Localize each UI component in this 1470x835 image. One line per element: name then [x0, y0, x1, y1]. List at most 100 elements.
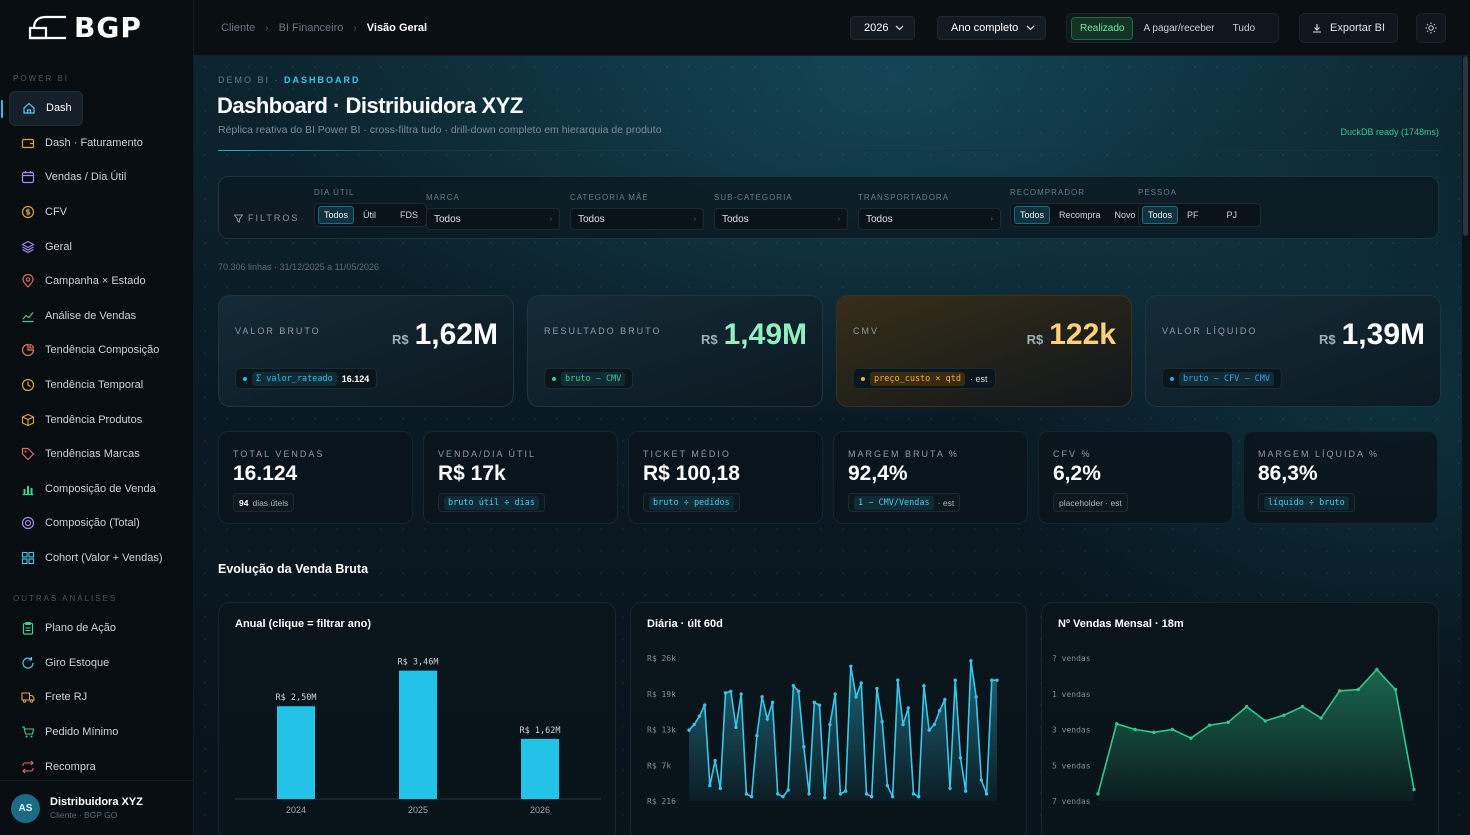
chip-todos[interactable]: Todos: [318, 206, 355, 224]
bar[interactable]: [399, 670, 437, 799]
chart-title: Nº Vendas Mensal · 18m: [1058, 618, 1184, 630]
sidebar-item-tend-ncia-produtos[interactable]: Tendência Produtos: [9, 402, 184, 437]
stat-label: CFV %: [1053, 449, 1092, 459]
sidebar-item-tend-ncias-marcas[interactable]: Tendências Marcas: [9, 437, 184, 472]
kpi-number: 122k: [1049, 318, 1116, 351]
chip-todos[interactable]: Todos: [1142, 206, 1179, 224]
bar[interactable]: [521, 738, 559, 799]
filter-categoria-select[interactable]: Todos ›: [570, 208, 704, 230]
data-point: [1356, 687, 1360, 692]
filter-subcategoria-select[interactable]: Todos ›: [714, 208, 848, 230]
year-select[interactable]: 2026: [850, 16, 915, 40]
breadcrumb-item[interactable]: BI Financeiro: [278, 22, 344, 34]
data-point: [781, 794, 785, 799]
sidebar-item-composi-o-total[interactable]: Composição (Total): [9, 506, 184, 541]
filter-dia-util: DIA ÚTIL Todos Útil FDS: [314, 188, 428, 227]
y-tick-label: R$ 19k: [647, 690, 676, 699]
data-point: [922, 684, 926, 688]
sidebar: BGP POWER BI Dash Dash · Faturamento Venda…: [0, 0, 194, 835]
user-profile[interactable]: AS Distribuidora XYZ Cliente · BGP GO: [0, 780, 194, 835]
sidebar-item-geral[interactable]: Geral: [9, 229, 184, 264]
sidebar-item-vendas-dia-til[interactable]: Vendas / Dia Útil: [9, 160, 184, 195]
data-point: [1207, 723, 1212, 727]
sidebar-item-frete-rj[interactable]: Frete RJ: [9, 680, 184, 715]
sidebar-item-an-lise-de-vendas[interactable]: Análise de Vendas: [9, 299, 184, 334]
chart-title: Diária · últ 60d: [647, 618, 723, 630]
segment-tudo[interactable]: Tudo: [1232, 22, 1256, 34]
kpi-card: VALOR LÍQUIDO R$ 1,39M bruto − CFV − CMV: [1145, 295, 1441, 407]
stat-label: TOTAL VENDAS: [233, 449, 325, 459]
theme-toggle-button[interactable]: [1416, 13, 1446, 43]
stat-footer: bruto útil ÷ dias: [438, 493, 545, 512]
data-point: [1245, 704, 1249, 709]
data-point: [749, 794, 754, 799]
sidebar-item-plano-de-a-o[interactable]: Plano de Ação: [9, 611, 184, 646]
data-point: [927, 728, 931, 732]
sidebar-item-composi-o-de-venda[interactable]: Composição de Venda: [9, 472, 184, 507]
chart-mensal: ? vendas 1 vendas 3 vendas 5 vendas 7 vendas: [1052, 654, 1416, 806]
segment-realizado[interactable]: Realizado: [1071, 16, 1134, 40]
filter-categoria-value: Todos: [578, 213, 605, 225]
chart-card-anual[interactable]: R$ 2,50M 2024 R$ 3,46M 2025 R$ 1,62M 2026 Anu…: [218, 602, 616, 835]
layers-icon: [21, 240, 35, 253]
sidebar-item-recompra[interactable]: Recompra: [9, 749, 184, 784]
filter-transportadora-select[interactable]: Todos ›: [858, 208, 1001, 230]
period-select[interactable]: Ano completo: [937, 16, 1046, 40]
sidebar-item-label: Frete RJ: [45, 691, 88, 704]
kpi-label: VALOR BRUTO: [235, 326, 321, 336]
data-point: [875, 686, 879, 691]
main-content: DEMO BI · DASHBOARD Dashboard · Distribu…: [194, 56, 1462, 835]
stat-formula-code: bruto ÷ pedidos: [649, 495, 734, 510]
brand-logo[interactable]: BGP: [28, 11, 142, 44]
stat-value: 16.124: [233, 462, 298, 485]
area-fill: [689, 660, 997, 801]
chip-novo[interactable]: Novo: [1114, 210, 1136, 220]
sidebar-item-dash[interactable]: Dash: [1, 91, 83, 126]
export-button[interactable]: Exportar BI: [1299, 13, 1398, 43]
sidebar-item-tend-ncia-temporal[interactable]: Tendência Temporal: [9, 368, 184, 403]
sidebar-item-pedido-m-nimo[interactable]: Pedido Mínimo: [9, 715, 184, 750]
sidebar-item-cfv[interactable]: CFV: [9, 195, 184, 230]
data-point: [911, 792, 916, 796]
x-tick-label: 2026: [530, 805, 550, 815]
stat-value: R$ 17k: [438, 462, 506, 485]
data-point: [864, 792, 869, 796]
chip-recompra[interactable]: Recompra: [1059, 210, 1101, 220]
data-point: [702, 703, 707, 707]
sidebar-item-cohort-valor-vendas[interactable]: Cohort (Valor + Vendas): [9, 541, 184, 576]
breadcrumb-item[interactable]: Cliente: [221, 22, 256, 34]
chip-util[interactable]: Útil: [363, 210, 377, 220]
stat-label: TICKET MÉDIO: [643, 449, 731, 459]
data-point: [963, 789, 968, 793]
eyebrow-separator: ·: [274, 75, 280, 85]
sidebar-item-dash-faturamento[interactable]: Dash · Faturamento: [9, 126, 184, 161]
data-point: [812, 700, 816, 705]
sidebar-item-giro-estoque[interactable]: Giro Estoque: [9, 646, 184, 681]
chip-fds[interactable]: FDS: [400, 210, 419, 220]
sidebar-item-label: Pedido Mínimo: [45, 726, 119, 739]
y-tick-label: 3 vendas: [1052, 726, 1091, 735]
data-point: [1375, 667, 1379, 672]
data-point: [770, 700, 775, 705]
sidebar-item-tend-ncia-composi-o[interactable]: Tendência Composição: [9, 333, 184, 368]
sidebar-item-campanha-estado[interactable]: Campanha × Estado: [9, 264, 184, 299]
chip-pf[interactable]: PF: [1187, 210, 1199, 220]
chevron-right-icon: ›: [353, 22, 357, 34]
kpi-formula: preço_custo × qtd · est: [853, 368, 996, 389]
kpi-currency: R$: [1318, 332, 1336, 347]
filter-pessoa: PESSOA Todos PF PJ: [1138, 188, 1262, 227]
kpi-formula-extra: · est: [970, 373, 988, 384]
chip-todos[interactable]: Todos: [1014, 206, 1051, 224]
filter-transportadora-label: TRANSPORTADORA: [858, 193, 950, 202]
kpi-formula: bruto − CMV: [544, 368, 634, 389]
stat-foot-bold: 94: [239, 497, 249, 508]
segment-a-pagar-receber[interactable]: A pagar/receber: [1143, 22, 1215, 34]
kpi-label: RESULTADO BRUTO: [544, 326, 662, 336]
chip-pj[interactable]: PJ: [1226, 210, 1238, 220]
scrollbar-thumb[interactable]: [1463, 56, 1468, 236]
scrollbar[interactable]: [1462, 56, 1470, 835]
sidebar-item-label: Giro Estoque: [45, 656, 110, 669]
filter-marca-select[interactable]: Todos ›: [426, 208, 560, 230]
bar[interactable]: [277, 706, 315, 799]
sidebar-nav-main: Dash Dash · Faturamento Vendas / Dia Útil C…: [1, 91, 184, 576]
